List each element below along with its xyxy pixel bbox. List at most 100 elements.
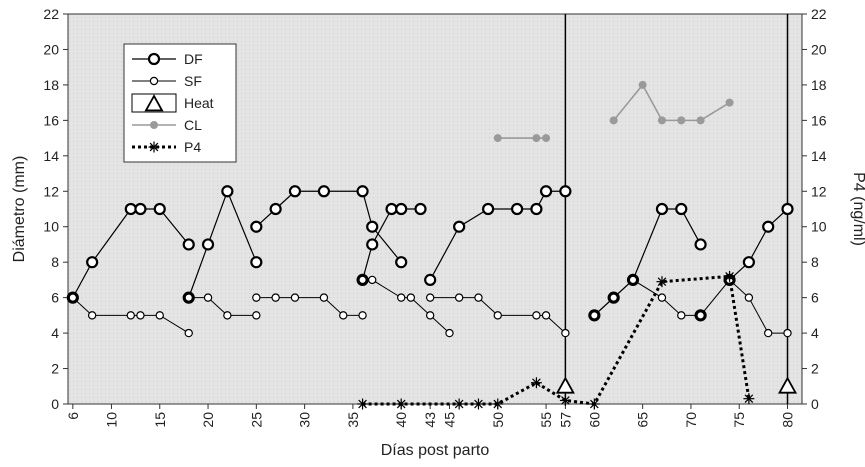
data-point-df: [182, 238, 195, 251]
data-point-sf: [425, 293, 435, 302]
data-point-df: [742, 256, 755, 269]
data-point-sf: [155, 311, 164, 320]
series-line-cl: [613, 83, 730, 122]
legend-label-p4: P4: [184, 139, 201, 155]
data-point-sf: [87, 311, 97, 320]
y-tick-label-right: 4: [811, 325, 819, 341]
x-tick-label: 55: [538, 412, 554, 428]
x-tick-label: 43: [422, 412, 438, 428]
y-tick-label-right: 16: [811, 112, 827, 128]
x-tick-label: 10: [103, 412, 119, 428]
data-point-df: [221, 185, 234, 198]
x-tick-label: 25: [248, 412, 264, 428]
data-point-sf: [358, 275, 367, 285]
star-stroke: [657, 277, 667, 286]
data-point-p4: [357, 398, 369, 410]
data-point-p4: [395, 398, 407, 410]
data-point-df: [530, 202, 543, 216]
data-point-df: [510, 202, 524, 216]
series-line-sf: [72, 297, 189, 334]
data-point-sf: [609, 293, 618, 302]
data-point-p4: [656, 276, 668, 288]
star-stroke: [358, 399, 367, 409]
data-point-cl: [638, 80, 647, 89]
data-point-sf: [561, 328, 570, 338]
y-tick-label-left: 10: [43, 219, 59, 235]
data-point-df: [762, 220, 775, 233]
data-point-df: [424, 273, 437, 287]
x-tick-label: 30: [297, 412, 313, 428]
y-axis-left-title: Diámetro (mm): [11, 156, 28, 263]
series-line-sf: [594, 279, 788, 334]
data-point-cl: [725, 98, 734, 107]
star-stroke: [744, 394, 754, 403]
x-tick-label: 80: [780, 412, 796, 428]
data-point-df: [134, 202, 147, 216]
x-tick-label: 50: [490, 412, 506, 428]
star-stroke: [396, 399, 406, 409]
data-point-sf: [474, 293, 483, 302]
x-tick-label: 45: [441, 412, 457, 428]
data-point-p4: [530, 377, 542, 389]
data-point-sf: [184, 293, 193, 302]
data-point-sf: [406, 293, 416, 302]
y-tick-label-right: 22: [811, 6, 827, 22]
data-point-cl: [657, 116, 666, 125]
legend-marker-sf: [149, 76, 159, 86]
y-tick-label-right: 8: [811, 254, 819, 270]
legend-item-heat: Heat: [131, 93, 214, 113]
y-tick-label-right: 18: [811, 77, 827, 93]
data-point-df: [781, 202, 794, 216]
series-cl: [493, 80, 734, 143]
data-point-cl: [677, 116, 686, 125]
data-point-sf: [68, 293, 78, 302]
legend-label-df: DF: [184, 51, 203, 67]
data-point-df: [414, 202, 427, 216]
data-point-p4: [453, 398, 465, 410]
y-tick-label-left: 12: [43, 183, 59, 199]
data-point-df: [86, 256, 99, 269]
legend-item-sf: SF: [132, 73, 202, 89]
y-tick-label-left: 18: [43, 77, 59, 93]
star-stroke: [725, 272, 734, 281]
series-p4: [357, 270, 755, 410]
data-point-sf: [126, 311, 135, 320]
legend-marker-cl: [150, 121, 158, 129]
star-stroke: [590, 399, 599, 409]
data-point-p4: [743, 393, 755, 405]
data-point-df: [453, 220, 466, 233]
x-tick-label: 65: [635, 412, 651, 428]
series-sf: [68, 275, 792, 338]
y-tick-label-right: 0: [811, 396, 819, 412]
data-point-sf: [532, 311, 541, 320]
legend-item-p4: P4: [132, 139, 201, 155]
data-point-p4: [724, 270, 736, 282]
data-point-sf: [252, 293, 261, 302]
data-point-df: [482, 202, 495, 216]
star-stroke: [532, 378, 541, 388]
data-point-sf: [628, 275, 638, 285]
series-group: [66, 14, 798, 410]
legend: DF SF Heat CL P4: [123, 43, 237, 163]
star-stroke: [561, 396, 570, 405]
data-point-sf: [339, 311, 348, 320]
data-point-df: [655, 202, 669, 216]
data-point-sf: [657, 293, 667, 302]
x-axis-title: Días post parto: [381, 442, 490, 459]
data-point-sf: [783, 328, 792, 338]
y-axis-right-title: P4 (ng/ml): [850, 172, 865, 246]
data-point-heat: [777, 376, 798, 394]
x-tick-label: 35: [345, 412, 361, 428]
y-tick-label-left: 14: [43, 148, 59, 164]
legend-item-df: DF: [132, 51, 203, 67]
star-stroke: [454, 399, 464, 409]
data-point-sf: [590, 311, 599, 320]
series-line-df: [729, 208, 788, 281]
legend-box: [123, 43, 237, 163]
legend-item-cl: CL: [132, 117, 202, 133]
data-point-sf: [290, 293, 300, 302]
data-point-sf: [136, 311, 145, 320]
data-point-p4: [559, 394, 571, 406]
data-point-df: [356, 185, 369, 198]
